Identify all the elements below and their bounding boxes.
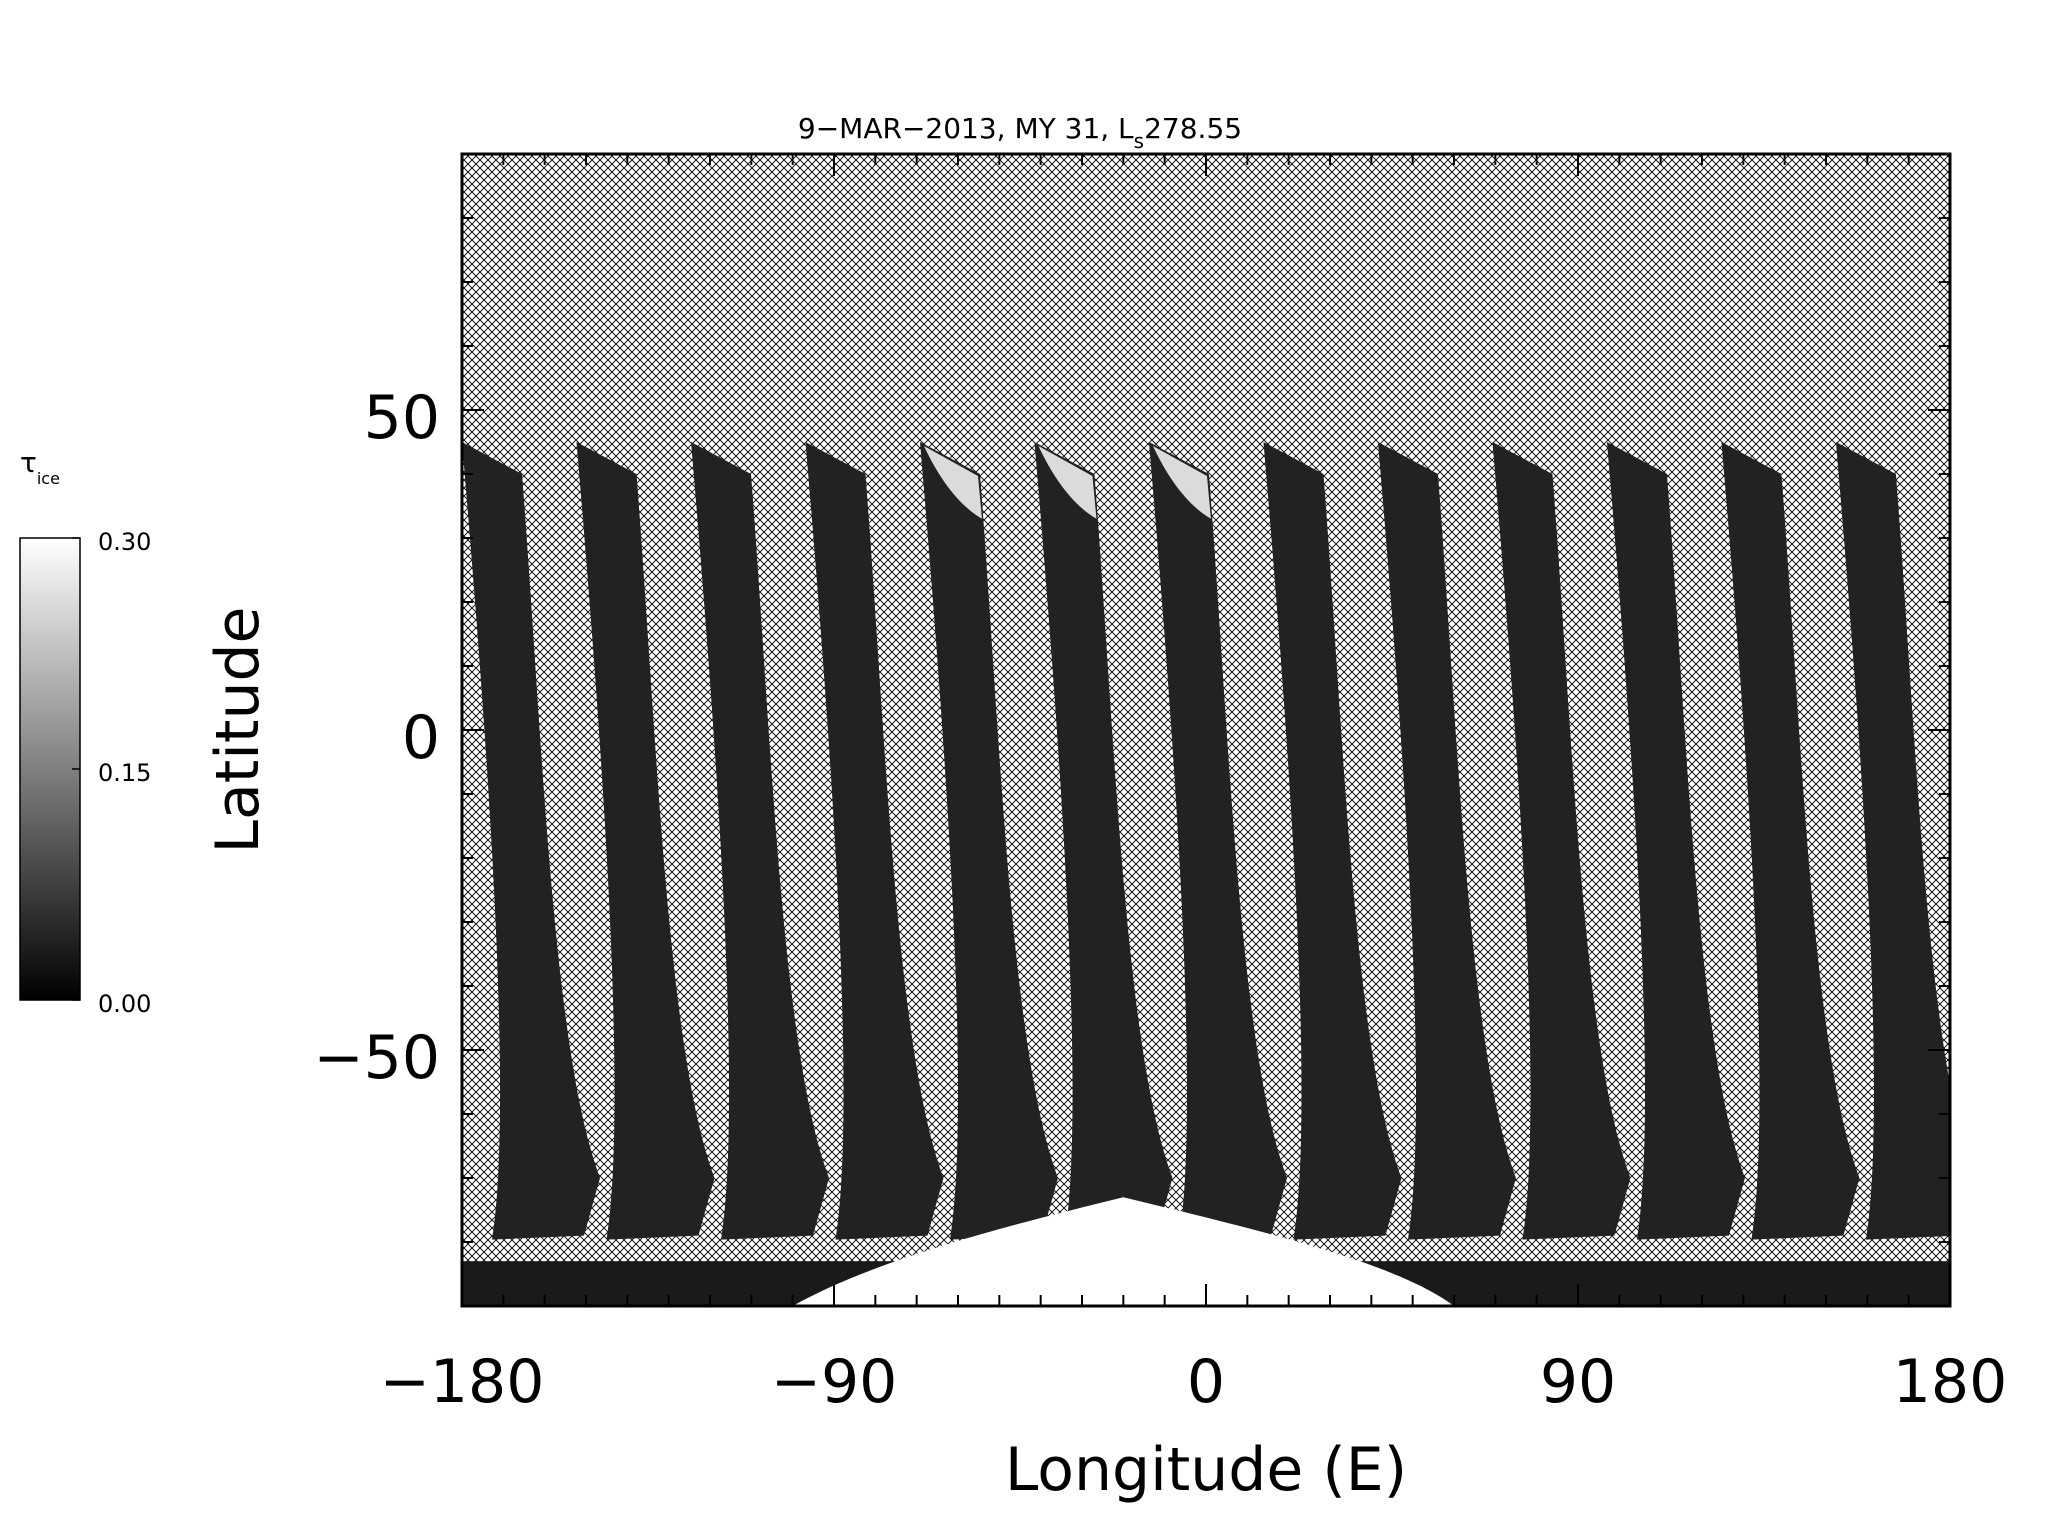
- data-swath: [1148, 442, 1287, 1240]
- colorbar-gradient: [19, 537, 81, 1001]
- data-swath: [576, 442, 715, 1240]
- data-swath: [1721, 442, 1860, 1240]
- swath-bright-tip: [1038, 446, 1097, 519]
- x-tick-label: 90: [1540, 1347, 1616, 1417]
- x-tick-label: 0: [1187, 1347, 1225, 1417]
- x-tick-label: −180: [380, 1347, 545, 1417]
- data-swath: [462, 442, 600, 1240]
- y-axis-label: Latitude: [203, 607, 273, 854]
- colorbar-tick-label: 0.00: [98, 990, 151, 1018]
- title-subscript: s: [1134, 129, 1144, 153]
- plot-area: [462, 154, 1950, 1306]
- colorbar-subscript: ice: [37, 469, 60, 488]
- data-swath: [805, 442, 944, 1240]
- colorbar: τice 0.30 0.15 0.00: [19, 446, 151, 1018]
- data-swath: [1263, 442, 1402, 1240]
- axis-ticks: [461, 153, 1951, 1307]
- colorbar-tick-label: 0.15: [98, 759, 151, 787]
- x-tick-labels: −180 −90 0 90 180: [380, 1347, 2008, 1417]
- data-swath: [1492, 442, 1631, 1240]
- chart-title: 9−MAR−2013, MY 31, Ls278.55: [798, 112, 1242, 153]
- data-swath: [919, 442, 1058, 1240]
- colorbar-label: τice: [20, 446, 60, 488]
- title-value: 278.55: [1144, 112, 1242, 145]
- y-tick-label: 50: [364, 383, 440, 453]
- colorbar-tick-label: 0.30: [98, 528, 151, 556]
- x-tick-label: 180: [1893, 1347, 2008, 1417]
- data-swath: [1377, 442, 1516, 1240]
- swath-bright-tip: [923, 446, 982, 519]
- y-tick-label: 0: [402, 703, 440, 773]
- swath-layer: [462, 442, 1950, 1240]
- x-axis-label: Longitude (E): [1005, 1435, 1407, 1505]
- data-swath: [1835, 442, 1950, 1240]
- y-tick-label: −50: [313, 1023, 440, 1093]
- x-tick-label: −90: [771, 1347, 898, 1417]
- y-tick-labels: 50 0 −50: [313, 383, 440, 1093]
- data-swath: [1034, 442, 1173, 1240]
- south-polar-bright-region: [792, 1197, 1454, 1306]
- colorbar-symbol: τ: [20, 446, 37, 479]
- swath-bright-tip: [1152, 446, 1211, 519]
- title-main: 9−MAR−2013, MY 31, L: [798, 112, 1134, 145]
- data-swath: [690, 442, 829, 1240]
- data-swath: [1606, 442, 1745, 1240]
